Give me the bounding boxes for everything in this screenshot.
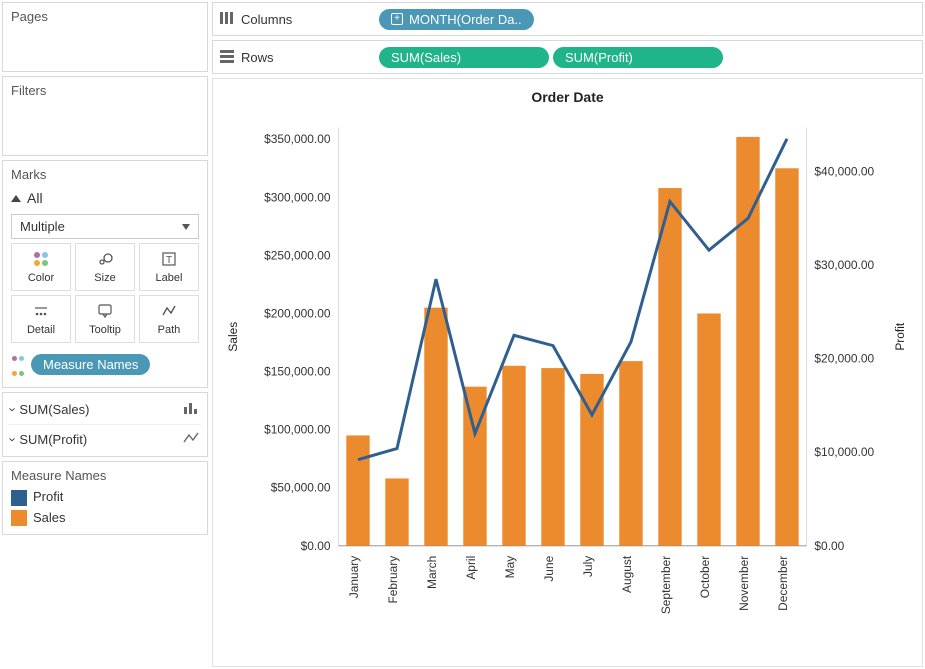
mark-size-button[interactable]: Size <box>75 243 135 291</box>
svg-text:$150,000.00: $150,000.00 <box>264 365 331 379</box>
measure-profit-row[interactable]: ›SUM(Profit) <box>9 424 201 454</box>
svg-text:December: December <box>776 556 790 611</box>
svg-text:June: June <box>542 555 556 581</box>
columns-icon <box>219 11 235 28</box>
filters-panel-title: Filters <box>11 83 199 98</box>
bar-mini-icon <box>183 401 199 418</box>
mark-tooltip-label: Tooltip <box>89 324 121 336</box>
marks-type-dropdown[interactable]: Multiple <box>11 214 199 239</box>
svg-text:$20,000.00: $20,000.00 <box>814 352 874 366</box>
mark-tooltip-button[interactable]: Tooltip <box>75 295 135 343</box>
pages-panel-title: Pages <box>11 9 199 24</box>
svg-text:October: October <box>698 556 712 598</box>
legend-label-sales: Sales <box>33 510 66 525</box>
measure-names-pill[interactable]: Measure Names <box>31 354 150 375</box>
rows-shelf-label: Rows <box>241 50 274 65</box>
legend-label-profit: Profit <box>33 489 63 504</box>
marks-panel-title: Marks <box>11 167 199 182</box>
chevron-right-icon: › <box>6 407 21 411</box>
svg-text:Sales: Sales <box>226 322 240 352</box>
dual-axis-chart: $0.00 $50,000.00 $100,000.00 $150,000.00 $20… <box>219 111 916 662</box>
svg-text:May: May <box>503 556 517 579</box>
svg-text:$50,000.00: $50,000.00 <box>271 481 331 495</box>
rows-icon <box>219 49 235 66</box>
svg-text:$200,000.00: $200,000.00 <box>264 306 331 320</box>
svg-text:$350,000.00: $350,000.00 <box>264 132 331 146</box>
columns-shelf-label: Columns <box>241 12 292 27</box>
color-dots-icon <box>11 349 25 379</box>
svg-text:November: November <box>737 556 751 611</box>
columns-shelf[interactable]: Columns + MONTH(Order Da.. <box>212 2 923 36</box>
rows-sales-pill[interactable]: SUM(Sales) <box>379 47 549 68</box>
label-icon: T <box>160 250 178 268</box>
rows-profit-pill[interactable]: SUM(Profit) <box>553 47 723 68</box>
path-icon <box>160 302 178 320</box>
svg-text:Profit: Profit <box>893 322 907 351</box>
measure-sales-row[interactable]: ›SUM(Sales) <box>9 395 201 424</box>
chevron-up-icon <box>11 195 21 202</box>
svg-text:$40,000.00: $40,000.00 <box>814 165 874 179</box>
size-icon <box>96 250 114 268</box>
color-icon <box>32 250 50 268</box>
expand-icon: + <box>391 13 403 25</box>
chart-title: Order Date <box>219 89 916 105</box>
mark-color-label: Color <box>28 272 54 284</box>
mark-path-label: Path <box>158 324 181 336</box>
measure-sales-label: SUM(Sales) <box>19 402 89 417</box>
mark-label-label: Label <box>156 272 183 284</box>
svg-text:$0.00: $0.00 <box>814 539 844 553</box>
marks-all-label: All <box>27 190 43 206</box>
svg-text:$30,000.00: $30,000.00 <box>814 258 874 272</box>
svg-text:T: T <box>166 255 172 266</box>
detail-icon <box>32 302 50 320</box>
svg-text:April: April <box>464 556 478 580</box>
svg-text:July: July <box>581 556 595 577</box>
line-mini-icon <box>183 431 199 448</box>
svg-text:$100,000.00: $100,000.00 <box>264 423 331 437</box>
mark-detail-button[interactable]: Detail <box>11 295 71 343</box>
legend-item-sales[interactable]: Sales <box>11 508 199 529</box>
svg-text:$10,000.00: $10,000.00 <box>814 445 874 459</box>
mark-color-button[interactable]: Color <box>11 243 71 291</box>
svg-text:March: March <box>425 556 439 589</box>
columns-month-pill[interactable]: + MONTH(Order Da.. <box>379 9 534 30</box>
legend-swatch-profit <box>11 490 27 506</box>
measure-profit-label: SUM(Profit) <box>19 432 87 447</box>
dropdown-triangle-icon <box>182 224 190 230</box>
svg-text:January: January <box>347 556 361 599</box>
mark-path-button[interactable]: Path <box>139 295 199 343</box>
svg-text:$250,000.00: $250,000.00 <box>264 248 331 262</box>
legend-item-profit[interactable]: Profit <box>11 487 199 508</box>
rows-shelf[interactable]: Rows SUM(Sales) SUM(Profit) <box>212 40 923 74</box>
mark-label-button[interactable]: T Label <box>139 243 199 291</box>
svg-text:February: February <box>386 556 400 604</box>
chevron-right-icon: › <box>6 437 21 441</box>
svg-text:$300,000.00: $300,000.00 <box>264 190 331 204</box>
legend-title: Measure Names <box>11 468 199 483</box>
mark-detail-label: Detail <box>27 324 55 336</box>
svg-text:$0.00: $0.00 <box>301 539 331 553</box>
legend-swatch-sales <box>11 510 27 526</box>
tooltip-icon <box>96 302 114 320</box>
svg-text:September: September <box>659 556 673 614</box>
columns-month-pill-label: MONTH(Order Da.. <box>409 12 522 27</box>
mark-size-label: Size <box>94 272 115 284</box>
marks-all-toggle[interactable]: All <box>11 186 199 210</box>
marks-type-label: Multiple <box>20 219 65 234</box>
svg-text:August: August <box>620 555 634 593</box>
